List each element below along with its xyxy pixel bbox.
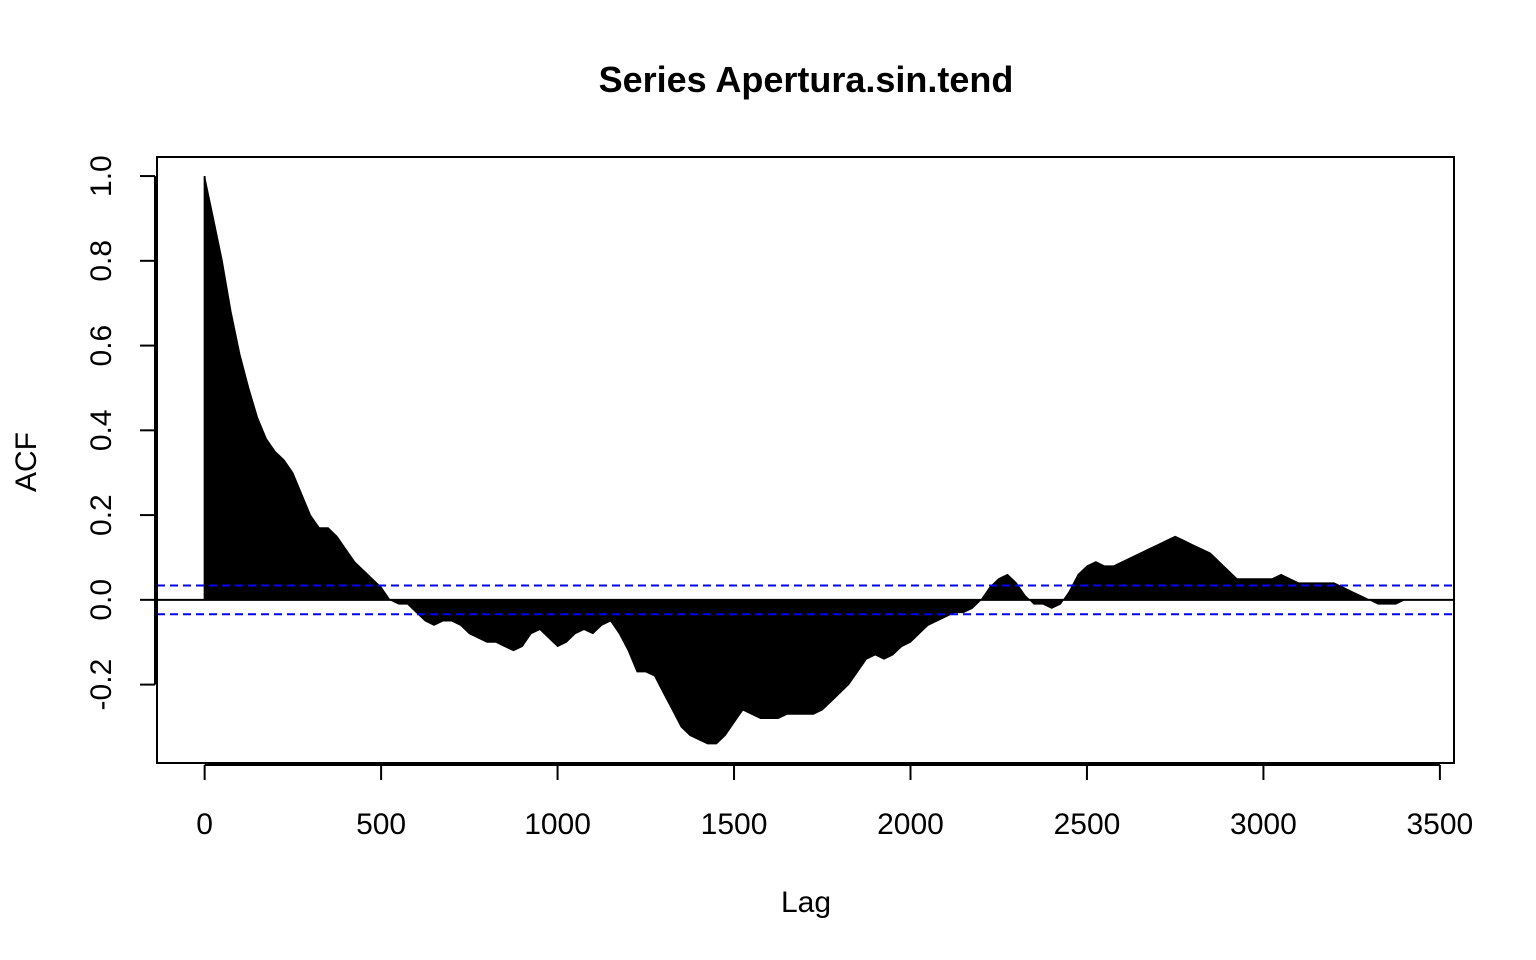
y-tick-label: 0.8 [85,240,118,282]
y-tick-label: -0.2 [85,659,118,711]
x-axis-label: Lag [781,886,831,919]
axes: 0 500 1000 1500 2000 2500 3000 3500 -0.2 0.0 0.2 0.… [85,155,1473,841]
y-tick-label: 0.0 [85,579,118,621]
x-tick-label: 3500 [1407,808,1474,841]
y-tick-label: 0.4 [85,409,118,451]
x-tick-label: 2500 [1054,808,1121,841]
x-tick-label: 0 [196,808,213,841]
x-tick-label: 500 [356,808,406,841]
plot-area [157,175,1454,745]
x-tick-label: 2000 [877,808,944,841]
y-tick-label: 0.2 [85,494,118,536]
chart-title: Series Apertura.sin.tend [599,59,1014,100]
acf-area [204,175,1405,745]
y-tick-label: 1.0 [85,155,118,197]
x-tick-label: 1500 [701,808,768,841]
plot-frame [156,156,1455,764]
x-tick-label: 3000 [1230,808,1297,841]
x-tick-label: 1000 [524,808,591,841]
y-axis-label: ACF [10,432,43,492]
y-tick-label: 0.6 [85,325,118,367]
